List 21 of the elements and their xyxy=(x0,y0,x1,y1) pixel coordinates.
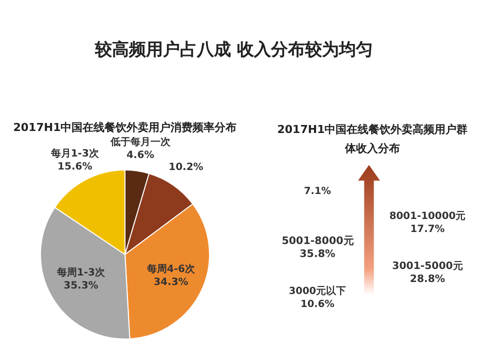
slice-label: 每月1-3次 xyxy=(50,148,100,160)
data-label: 17.7% xyxy=(409,223,446,236)
category-label: 5001-8000元 xyxy=(280,235,355,248)
data-label: 15.6% xyxy=(58,162,92,173)
category-label: 3001-5000元 xyxy=(391,260,464,273)
data-label: 4.6% xyxy=(126,150,154,162)
text: 较高频用户占八成 收入分布较为均匀 xyxy=(95,39,373,61)
text: 2017H1中国在线餐饮外卖高频用户群体收入分布 xyxy=(276,122,469,157)
slice-label: 每周1-3次 xyxy=(56,266,106,279)
category-label: 8001-10000元 xyxy=(388,210,467,223)
data-label: 35.3% xyxy=(64,280,98,292)
data-label: 28.8% xyxy=(408,273,446,286)
data-label: 7.1% xyxy=(303,185,332,198)
slice-label: 每周4-6次 xyxy=(146,263,196,276)
chart-title: 2017H1中国在线餐饮外卖用户消费频率分布 xyxy=(12,120,238,135)
slice-label: 低于每月一次 xyxy=(109,136,172,148)
category-label: 3000元以下 xyxy=(288,285,348,298)
data-label: 35.8% xyxy=(298,248,336,261)
data-label: 10.6% xyxy=(300,298,336,311)
data-label: 34.3% xyxy=(154,277,188,288)
data-label: 10.2% xyxy=(168,162,204,173)
